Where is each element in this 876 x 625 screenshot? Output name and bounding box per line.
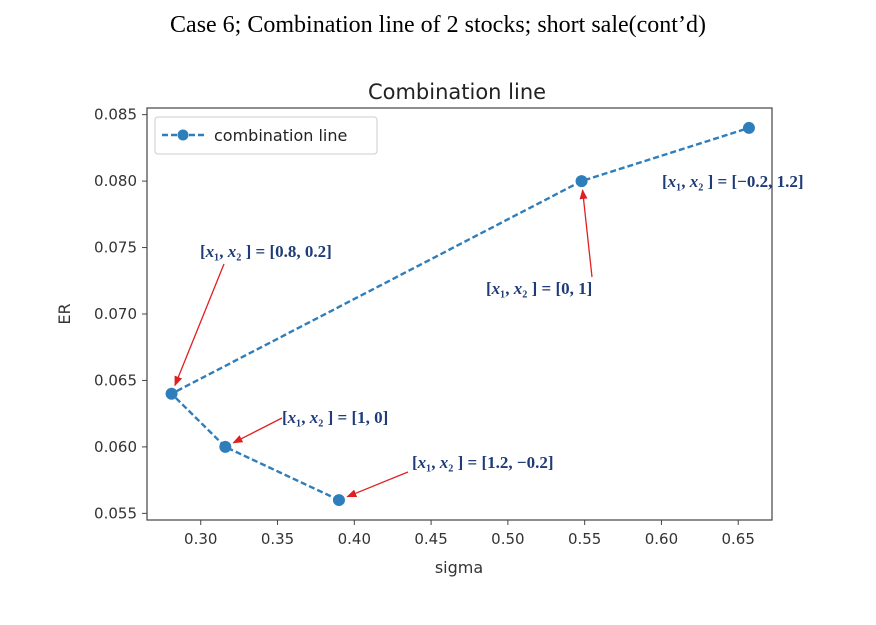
annotation-value-1: 1.2 (487, 453, 508, 472)
series-layer (165, 121, 755, 507)
y-tick-label: 0.055 (94, 504, 137, 522)
annotation-label: [x₁, x₂ ] = [0, 1] (486, 279, 592, 298)
data-point (219, 440, 232, 453)
annotation: [x₁, x₂ ] = [1, 0] (232, 408, 388, 444)
data-point (165, 387, 178, 400)
x-tick-label: 0.55 (568, 530, 601, 548)
annotation-value-2: −0.2 (517, 453, 548, 472)
annotation-value-2: 0.2 (305, 242, 326, 261)
x-axis-label: sigma (435, 558, 483, 577)
x-tick-label: 0.30 (184, 530, 217, 548)
annotation-value-1: 0 (561, 279, 570, 298)
legend-marker (177, 129, 189, 141)
annotation-value-2: 1.2 (777, 172, 798, 191)
data-point (575, 175, 588, 188)
legend-box (154, 116, 378, 155)
data-point (742, 121, 755, 134)
annotation-arrow (174, 263, 225, 387)
y-axis: 0.055 0.060 0.065 0.070 0.075 0.080 0.085 (94, 106, 147, 522)
annotation-label: [x₁, x₂ ] = [1, 0] (282, 408, 388, 427)
slide-title: Case 6; Combination line of 2 stocks; sh… (170, 12, 706, 38)
y-tick-label: 0.085 (94, 106, 137, 124)
x-tick-label: 0.50 (491, 530, 524, 548)
data-point (332, 494, 345, 507)
annotation-arrow (232, 417, 283, 444)
annotation-label: [x₁, x₂ ] = [−0.2, 1.2] (662, 172, 804, 191)
annotation: [x₁, x₂ ] = [1.2, −0.2] (346, 453, 554, 498)
legend-label: combination line (214, 126, 347, 145)
legend: combination line (154, 116, 378, 155)
annotation-arrow (346, 471, 409, 498)
annotation-value-1: −0.2 (737, 172, 768, 191)
x-axis: 0.30 0.35 0.40 0.45 0.50 0.55 0.60 0.65 (184, 520, 755, 548)
y-tick-label: 0.065 (94, 371, 137, 389)
x-tick-label: 0.60 (645, 530, 678, 548)
annotation: [x₁, x₂ ] = [0, 1] (486, 189, 593, 298)
chart-title: Combination line (368, 80, 546, 104)
y-axis-label: ER (55, 303, 74, 324)
annotation: [x₁, x₂ ] = [0.8, 0.2] (174, 242, 332, 387)
annotations: [x₁, x₂ ] = [0.8, 0.2] [x₁, x₂ ] = [0, 1]… (174, 172, 804, 498)
y-tick-label: 0.060 (94, 438, 137, 456)
annotation-value-2: 1 (578, 279, 587, 298)
y-tick-label: 0.070 (94, 305, 137, 323)
y-tick-label: 0.075 (94, 239, 137, 257)
annotation: [x₁, x₂ ] = [−0.2, 1.2] (662, 172, 804, 191)
x-tick-label: 0.40 (338, 530, 371, 548)
y-tick-label: 0.080 (94, 172, 137, 190)
x-tick-label: 0.45 (414, 530, 447, 548)
annotation-label: [x₁, x₂ ] = [0.8, 0.2] (200, 242, 332, 261)
x-tick-label: 0.35 (261, 530, 294, 548)
annotation-arrow (579, 189, 593, 278)
x-tick-label: 0.65 (722, 530, 755, 548)
annotation-label: [x₁, x₂ ] = [1.2, −0.2] (412, 453, 554, 472)
annotation-value-1: 1 (357, 408, 366, 427)
annotation-value-2: 0 (374, 408, 383, 427)
annotation-value-1: 0.8 (275, 242, 296, 261)
